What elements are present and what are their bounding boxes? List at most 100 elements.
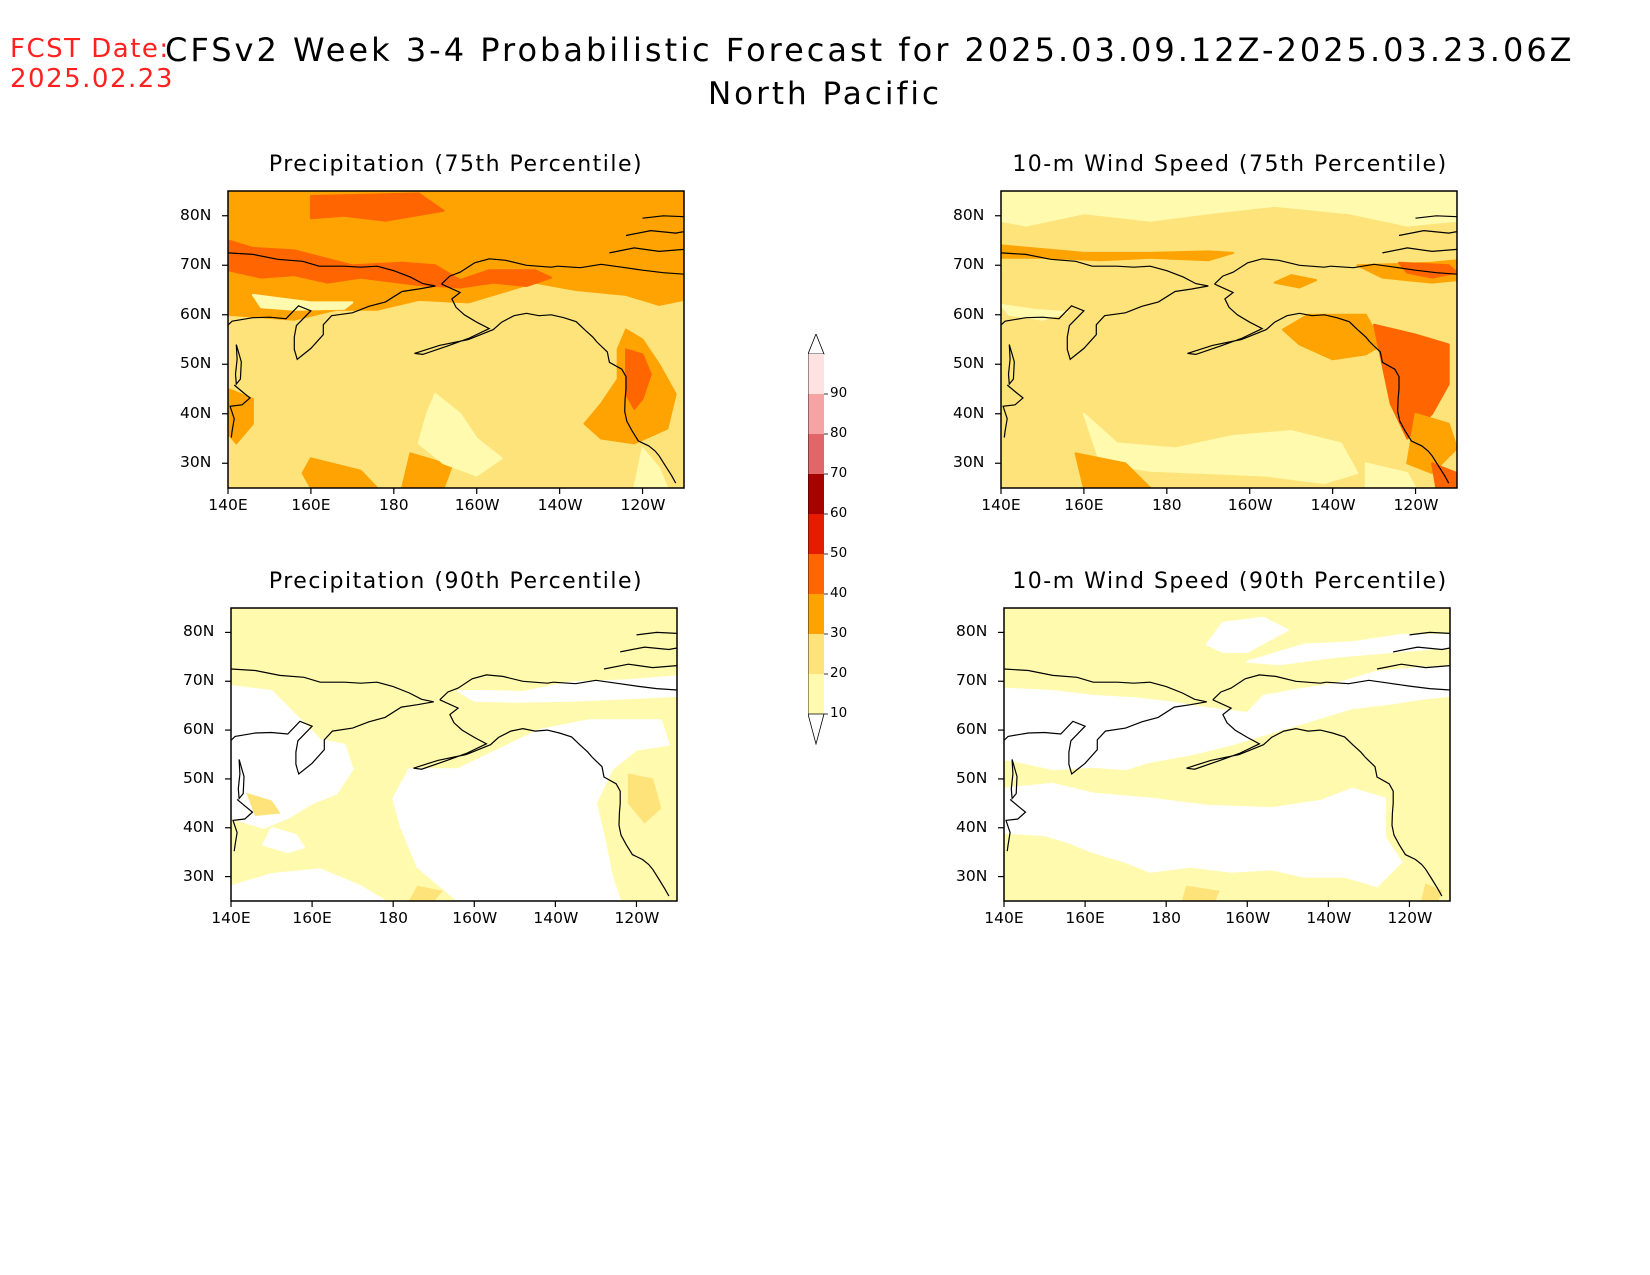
coastline bbox=[609, 247, 684, 254]
lon-tick-label: 160W bbox=[454, 496, 500, 514]
colorbar-legend: 10 20 30 40 50 60 70 80 90 bbox=[807, 332, 868, 758]
colorbar-swatch bbox=[808, 554, 824, 594]
map-svg bbox=[998, 607, 1451, 907]
coastline bbox=[1004, 668, 1207, 703]
map-svg bbox=[222, 190, 685, 494]
forecast-date-block: FCST Date: 2025.02.23 bbox=[10, 34, 174, 94]
coastline bbox=[1212, 674, 1327, 701]
colorbar-level-label: 80 bbox=[830, 425, 848, 441]
map-svg bbox=[225, 607, 678, 907]
colorbar-svg bbox=[807, 332, 828, 746]
lon-tick-label: 180 bbox=[1151, 909, 1181, 927]
colorbar-swatch bbox=[808, 674, 824, 714]
map-plot-area bbox=[1001, 191, 1457, 488]
probability-region bbox=[262, 826, 305, 854]
panel-title-precip75: Precipitation (75th Percentile) bbox=[268, 152, 644, 177]
colorbar-swatch bbox=[808, 634, 824, 674]
probability-region bbox=[1406, 412, 1457, 475]
lon-tick-label: 140W bbox=[1310, 496, 1356, 514]
lon-tick-label: 140E bbox=[208, 496, 248, 514]
coastline bbox=[596, 341, 677, 484]
coastline bbox=[1409, 631, 1450, 636]
coastline bbox=[1376, 663, 1450, 670]
probability-region bbox=[633, 447, 669, 488]
coastline bbox=[1010, 759, 1018, 801]
coastline bbox=[1001, 285, 1209, 361]
lat-tick-label: 70N bbox=[953, 255, 985, 274]
lon-tick-label: 140E bbox=[211, 909, 251, 927]
coastline bbox=[1002, 384, 1024, 438]
probability-region bbox=[401, 452, 453, 488]
coastline bbox=[553, 679, 677, 691]
colorbar-cap-bottom bbox=[807, 713, 825, 746]
coastline bbox=[232, 798, 254, 852]
lat-tick-label: 60N bbox=[180, 304, 212, 323]
coastline bbox=[231, 668, 434, 703]
probability-region bbox=[1373, 323, 1450, 440]
lat-tick-label: 40N bbox=[953, 403, 985, 422]
map-plot-area bbox=[1004, 608, 1450, 901]
coastline bbox=[557, 263, 684, 275]
map-frame bbox=[1000, 190, 1458, 489]
lon-tick-label: 160W bbox=[1225, 909, 1271, 927]
lat-tick-label: 80N bbox=[180, 205, 212, 224]
lat-tick-label: 30N bbox=[180, 453, 212, 472]
coastline bbox=[1187, 283, 1371, 356]
lat-tick-label: 50N bbox=[183, 768, 215, 787]
coastline bbox=[228, 285, 436, 361]
probability-region bbox=[408, 885, 443, 901]
lat-tick-label: 70N bbox=[183, 671, 215, 690]
lon-tick-label: 120W bbox=[1387, 909, 1433, 927]
lon-tick-label: 180 bbox=[378, 909, 408, 927]
coastline bbox=[231, 701, 434, 776]
lon-tick-label: 160E bbox=[1064, 496, 1104, 514]
lat-tick-label: 40N bbox=[956, 817, 988, 836]
coastline bbox=[1398, 229, 1457, 237]
lat-tick-label: 70N bbox=[180, 255, 212, 274]
lon-tick-label: 180 bbox=[1152, 496, 1182, 514]
probability-region bbox=[1001, 244, 1235, 262]
probability-region bbox=[228, 239, 553, 289]
coastline bbox=[636, 631, 677, 636]
probability-region bbox=[231, 868, 387, 901]
probability-region bbox=[1074, 452, 1152, 488]
map-frame bbox=[227, 190, 685, 489]
coastline bbox=[229, 384, 251, 438]
colorbar-level-label: 40 bbox=[830, 585, 848, 601]
lon-tick-label: 160W bbox=[1227, 496, 1273, 514]
colorbar-swatch bbox=[808, 434, 824, 474]
colorbar-swatch bbox=[808, 354, 824, 394]
lon-tick-label: 140W bbox=[533, 909, 579, 927]
coastline bbox=[1326, 679, 1450, 691]
map-panel-precip75: 140E 160E 180 160W 140W 120W 80N 70N 60N 50N 40N 30… bbox=[180, 190, 685, 514]
coastline bbox=[1415, 215, 1457, 219]
colorbar-level-label: 90 bbox=[830, 385, 848, 401]
lon-tick-label: 180 bbox=[379, 496, 409, 514]
lat-tick-label: 80N bbox=[183, 622, 215, 641]
probability-region bbox=[301, 457, 379, 488]
panel-title-wind75: 10-m Wind Speed (75th Percentile) bbox=[1012, 152, 1448, 177]
colorbar-swatch bbox=[808, 594, 824, 634]
coastline bbox=[1364, 756, 1443, 897]
colorbar-swatch bbox=[808, 514, 824, 554]
colorbar-level-label: 60 bbox=[830, 505, 848, 521]
coastline bbox=[414, 283, 598, 356]
probability-region bbox=[1398, 261, 1457, 279]
map-plot-area bbox=[231, 608, 677, 901]
probability-region bbox=[1205, 616, 1289, 653]
lat-tick-label: 30N bbox=[183, 866, 215, 885]
coastline bbox=[413, 699, 593, 770]
probability-region bbox=[1421, 883, 1443, 901]
probability-region bbox=[1001, 191, 1457, 227]
map-panel-precip90: 140E 160E 180 160W 140W 120W 80N 70N 60N 50N 40N 30… bbox=[183, 607, 678, 927]
coastline bbox=[439, 674, 554, 701]
colorbar-level-label: 30 bbox=[830, 625, 848, 641]
coastline bbox=[1369, 341, 1450, 484]
colorbar-cap-top bbox=[807, 332, 825, 355]
probability-region bbox=[457, 675, 677, 703]
probability-region bbox=[627, 773, 662, 824]
coastline bbox=[620, 646, 677, 653]
probability-region bbox=[309, 192, 445, 222]
coastline bbox=[234, 344, 242, 386]
coastline bbox=[1007, 344, 1015, 386]
